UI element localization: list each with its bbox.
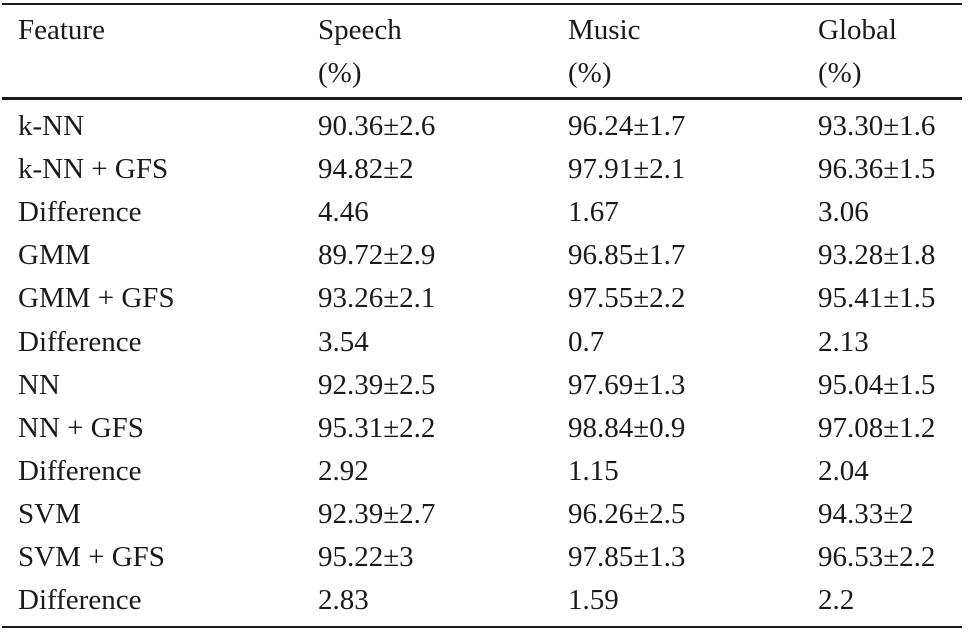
table-cell: 2.2 [818, 584, 855, 617]
table-cell: 96.24±1.7 [568, 110, 686, 142]
table-cell: 0.7 [568, 325, 605, 358]
table-cell: 97.69±1.3 [568, 368, 686, 401]
table-cell: 2.83 [318, 584, 369, 617]
table-cell: 93.30±1.6 [818, 110, 936, 142]
table-cell: GMM + GFS [18, 282, 175, 315]
table-cell: 96.53±2.2 [818, 541, 936, 573]
header-cell: (%) [318, 57, 362, 89]
table-cell: Difference [18, 325, 142, 358]
table-cell: 1.15 [568, 454, 619, 487]
header-cell: Music [568, 14, 641, 46]
header-cell: (%) [568, 57, 612, 89]
table-cell: 89.72±2.9 [318, 239, 436, 272]
table-cell: 90.36±2.6 [318, 110, 436, 142]
table-cell: 95.41±1.5 [818, 282, 936, 315]
table-cell: 92.39±2.5 [318, 368, 436, 401]
table-cell: 97.91±2.1 [568, 153, 686, 186]
top-rule [2, 3, 962, 5]
table-cell: 94.82±2 [318, 153, 414, 186]
table-cell: GMM [18, 239, 91, 272]
table-cell: 92.39±2.7 [318, 497, 436, 530]
table-cell: 2.04 [818, 454, 869, 487]
table-cell: SVM [18, 497, 81, 530]
header-cell: Global [818, 14, 897, 46]
table-cell: 93.28±1.8 [818, 239, 936, 272]
table-cell: 95.31±2.2 [318, 411, 436, 444]
table-cell: SVM + GFS [18, 541, 165, 573]
table-cell: 1.59 [568, 584, 619, 617]
table-cell: 1.67 [568, 196, 619, 229]
table-cell: Difference [18, 196, 142, 229]
table-cell: k-NN [18, 110, 85, 142]
table-cell: 2.92 [318, 454, 369, 487]
table-cell: 98.84±0.9 [568, 411, 686, 444]
table-cell: 96.26±2.5 [568, 497, 686, 530]
table-cell: NN [18, 368, 60, 401]
table-cell: 94.33±2 [818, 497, 914, 530]
table-cell: 97.85±1.3 [568, 541, 686, 573]
table-cell: NN + GFS [18, 411, 144, 444]
table-cell: 96.85±1.7 [568, 239, 686, 272]
table-cell: Difference [18, 454, 142, 487]
header-cell: (%) [818, 57, 862, 89]
header-cell: Feature [18, 14, 105, 46]
header-rule [2, 97, 962, 100]
table-cell: 2.13 [818, 325, 869, 358]
table-cell: 95.22±3 [318, 541, 414, 573]
table-cell: 3.06 [818, 196, 869, 229]
table-cell: 3.54 [318, 325, 369, 358]
table-cell: 4.46 [318, 196, 369, 229]
table-cell: 95.04±1.5 [818, 368, 936, 401]
table-cell: Difference [18, 584, 142, 617]
bottom-rule [2, 626, 962, 628]
table-cell: 93.26±2.1 [318, 282, 436, 315]
table-cell: 97.08±1.2 [818, 411, 936, 444]
table-cell: 97.55±2.2 [568, 282, 686, 315]
table-cell: 96.36±1.5 [818, 153, 936, 186]
header-cell: Speech [318, 14, 402, 46]
table-cell: k-NN + GFS [18, 153, 169, 186]
